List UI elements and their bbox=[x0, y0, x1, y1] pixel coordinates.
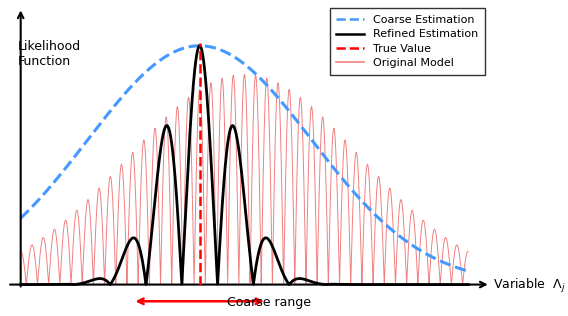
Text: Coarse range: Coarse range bbox=[227, 296, 311, 309]
Text: Variable  $\Lambda_j$: Variable $\Lambda_j$ bbox=[493, 277, 565, 295]
Text: Likelihood
Function: Likelihood Function bbox=[18, 40, 81, 68]
Legend: Coarse Estimation, Refined Estimation, True Value, Original Model: Coarse Estimation, Refined Estimation, T… bbox=[330, 8, 485, 75]
